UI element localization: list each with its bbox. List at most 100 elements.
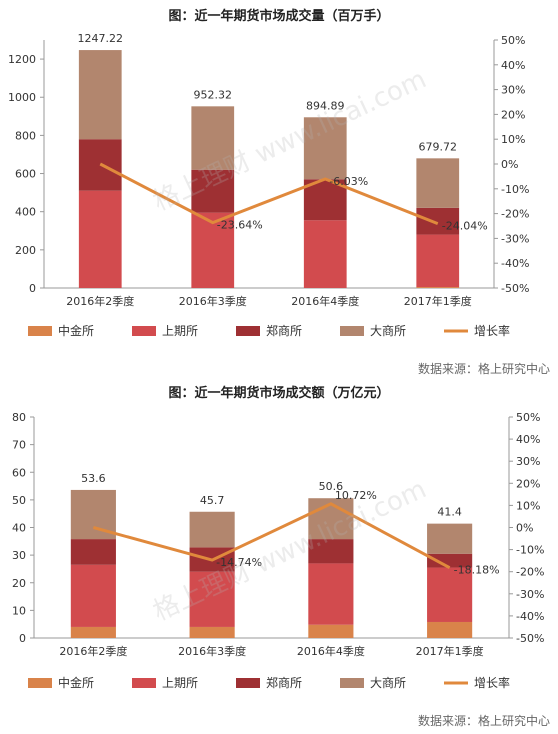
chart2-legend-label: 郑商所 (266, 675, 302, 690)
chart1-x-tick-label: 2016年3季度 (179, 294, 247, 308)
chart1-growth-label: -24.04% (442, 220, 488, 233)
chart2-y2-tick-label: -10% (516, 544, 544, 557)
chart1-y-tick-label: 200 (15, 244, 36, 257)
chart1-bar-segment (78, 190, 122, 288)
chart1-y2-tick-label: 50% (501, 34, 525, 47)
chart1-title: 图：近一年期货市场成交量（百万手） (168, 9, 390, 24)
chart1-bar-segment (78, 50, 122, 140)
chart1-total-label: 1247.22 (78, 32, 124, 45)
chart1-bar-segment (191, 212, 235, 288)
chart2-bar-segment (427, 567, 473, 622)
chart2-y-tick-label: 20 (12, 577, 26, 590)
chart1-x-tick-label: 2016年2季度 (66, 294, 134, 308)
chart2-bar-segment (70, 626, 116, 638)
chart2-bar-segment (308, 624, 354, 638)
chart2-y2-tick-label: -50% (516, 632, 544, 645)
chart1-legend-swatch (132, 326, 156, 336)
chart2-legend-label: 上期所 (162, 676, 198, 690)
chart1-y2-tick-label: 0% (501, 158, 518, 171)
chart2-legend-swatch (340, 678, 364, 688)
chart2-y-tick-label: 10 (12, 604, 26, 617)
chart2-total-label: 41.4 (437, 506, 462, 519)
chart1-source: 数据来源：格上研究中心 (417, 362, 550, 376)
chart1-legend-swatch (236, 326, 260, 336)
chart1-legend-label: 上期所 (162, 324, 198, 338)
chart2-legend-label: 大商所 (370, 675, 406, 690)
chart1-x-tick-label: 2017年1季度 (404, 294, 472, 308)
chart2-title: 图：近一年期货市场成交额（万亿元） (168, 386, 390, 401)
chart2-bar-segment (427, 621, 473, 638)
chart1-legend-label: 增长率 (474, 323, 510, 338)
chart1-y-tick-label: 0 (29, 282, 36, 295)
chart2-x-tick-label: 2016年3季度 (178, 644, 246, 658)
chart1-y-tick-label: 1000 (8, 91, 36, 104)
chart1-y2-tick-label: 30% (501, 84, 525, 97)
chart2-legend-label: 中金所 (58, 675, 94, 690)
chart1-growth-line (99, 162, 439, 226)
chart2-y2-tick-label: 40% (516, 433, 540, 446)
chart1-bar-segment (416, 234, 460, 288)
chart2-legend-swatch (132, 678, 156, 688)
chart2-y2-tick-label: 0% (516, 522, 533, 535)
chart1-y-tick-label: 800 (15, 129, 36, 142)
chart1-y2-tick-label: 20% (501, 108, 525, 121)
chart1-y-tick-label: 600 (15, 168, 36, 181)
chart2-legend-swatch (236, 678, 260, 688)
chart2-y2-tick-label: 30% (516, 455, 540, 468)
chart1-bar-segment (303, 220, 347, 288)
chart2-legend-swatch (28, 678, 52, 688)
chart2-bar-segment (70, 564, 116, 627)
chart2-growth-line (92, 502, 451, 569)
chart2-total-label: 45.7 (200, 494, 225, 507)
chart2-bar-segment (308, 539, 354, 564)
chart2-x-tick-label: 2016年4季度 (297, 644, 365, 658)
chart2-y2-tick-label: -30% (516, 588, 544, 601)
chart2-growth-label: -14.74% (216, 556, 262, 569)
chart2-bar-segment (427, 553, 473, 568)
chart2-bar-segment (70, 539, 116, 565)
chart2-bar-segment (427, 523, 473, 554)
chart1-x-tick-label: 2016年4季度 (291, 294, 359, 308)
chart2-y-tick-label: 80 (12, 411, 26, 424)
chart1-total-label: 952.32 (194, 88, 233, 101)
chart1-legend-swatch (340, 326, 364, 336)
chart1-bar-segment (416, 287, 460, 288)
chart2-x-tick-label: 2017年1季度 (416, 644, 484, 658)
chart1-y2-tick-label: 10% (501, 133, 525, 146)
chart1-y-tick-label: 400 (15, 206, 36, 219)
chart2-legend-label: 增长率 (474, 675, 510, 690)
chart2-total-label: 53.6 (81, 472, 106, 485)
chart2-bar-segment (189, 626, 235, 638)
chart2-y-tick-label: 60 (12, 466, 26, 479)
chart1-y2-tick-label: -50% (501, 282, 529, 295)
chart1-growth-label: -6.03% (329, 175, 368, 188)
chart2-bar-segment (308, 563, 354, 625)
chart2-total-label: 50.6 (319, 480, 344, 493)
chart2-y2-tick-label: -40% (516, 610, 544, 623)
chart1-bar-segment (416, 207, 460, 235)
chart1-y2-tick-label: -10% (501, 183, 529, 196)
chart1-legend-swatch (28, 326, 52, 336)
chart2-y-tick-label: 0 (19, 632, 26, 645)
chart1-y-tick-label: 1200 (8, 53, 36, 66)
chart2-y-tick-label: 30 (12, 549, 26, 562)
chart2-y2-tick-label: 50% (516, 411, 540, 424)
chart1-total-label: 894.89 (306, 99, 345, 112)
chart1-bar-segment (191, 106, 235, 170)
chart2-source: 数据来源：格上研究中心 (417, 714, 550, 728)
chart1-legend-label: 郑商所 (266, 323, 302, 338)
chart1-bar-segment (303, 117, 347, 180)
chart1-y2-tick-label: -20% (501, 208, 529, 221)
chart2-bar-segment (189, 571, 235, 627)
chart2-growth-label: 10.72% (335, 489, 377, 502)
chart1-bar-segment (416, 158, 460, 208)
chart2-growth-label: -18.18% (454, 564, 500, 577)
chart2-x-tick-label: 2016年2季度 (59, 644, 127, 658)
chart1-bar-segment (191, 169, 235, 213)
chart2-y-tick-label: 70 (12, 439, 26, 452)
chart1-legend-label: 大商所 (370, 323, 406, 338)
chart2-y-tick-label: 40 (12, 522, 26, 535)
chart2-y2-tick-label: 20% (516, 477, 540, 490)
chart1-plot: 0 200 400 600 800 1000 1200 -50% -40% -30% -20% -10… (8, 32, 529, 338)
chart1-y2-tick-label: -40% (501, 257, 529, 270)
